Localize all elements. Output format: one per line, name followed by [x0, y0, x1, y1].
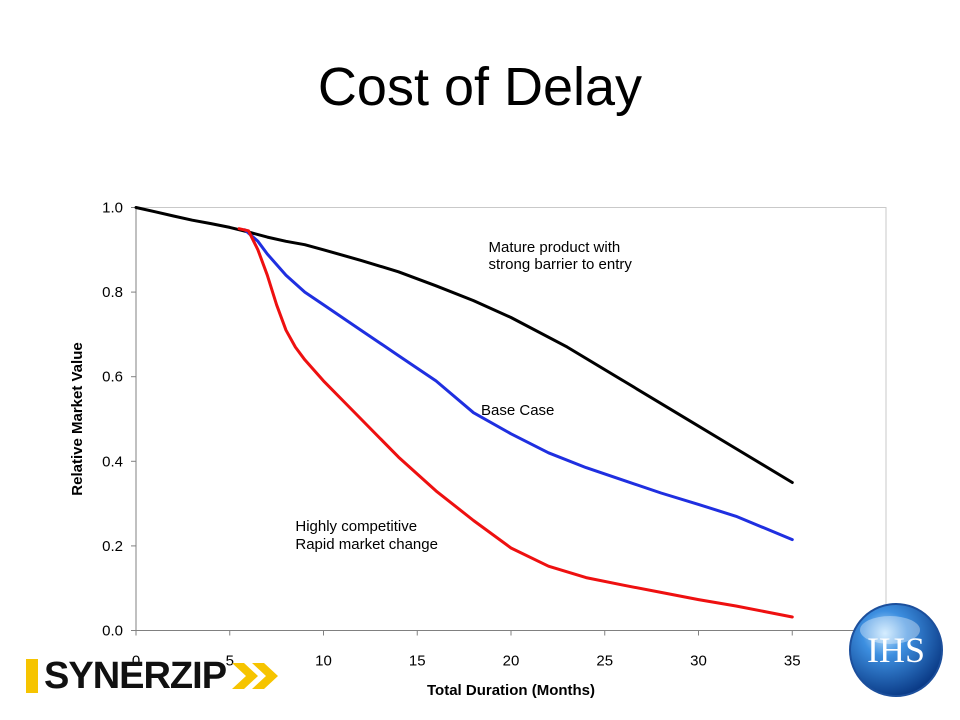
- series-line-base: [243, 228, 794, 542]
- annotation-label: Highly competitive: [295, 518, 417, 535]
- axis-ticks: 05101520253035400.00.20.40.60.81.0: [102, 200, 894, 670]
- annotation-label: Mature product with: [489, 239, 621, 256]
- x-tick-label: 20: [503, 653, 520, 670]
- x-tick-label: 0: [132, 653, 140, 670]
- x-tick-label: 30: [690, 653, 707, 670]
- y-tick-label: 0.8: [102, 284, 123, 301]
- series-line-rapid: [237, 227, 794, 619]
- y-tick-label: 0.0: [102, 623, 123, 640]
- synerzip-bar-icon: [26, 659, 38, 693]
- series-lines: [134, 206, 794, 619]
- x-axis-title: Total Duration (Months): [427, 682, 595, 699]
- ihs-logo-text: IHS: [867, 630, 925, 670]
- series-line-mature: [134, 206, 794, 484]
- ihs-logo: IHS: [849, 603, 943, 697]
- x-tick-label: 15: [409, 653, 426, 670]
- y-tick-label: 1.0: [102, 200, 123, 217]
- synerzip-logo: SYNERZIP: [26, 654, 290, 698]
- annotation-label: Base Case: [481, 402, 554, 419]
- y-tick-label: 0.4: [102, 453, 123, 470]
- x-tick-label: 25: [596, 653, 613, 670]
- annotation-label: Rapid market change: [295, 536, 438, 553]
- y-axis-title: Relative Market Value: [69, 342, 86, 495]
- x-tick-label: 35: [784, 653, 801, 670]
- x-tick-label: 5: [226, 653, 234, 670]
- y-tick-label: 0.6: [102, 369, 123, 386]
- y-tick-label: 0.2: [102, 538, 123, 555]
- slide-title: Cost of Delay: [317, 57, 643, 117]
- annotation-label: strong barrier to entry: [489, 256, 633, 273]
- x-tick-label: 10: [315, 653, 332, 670]
- chevrons-icon: [232, 663, 279, 689]
- synerzip-wordmark: SYNERZIP: [44, 654, 227, 697]
